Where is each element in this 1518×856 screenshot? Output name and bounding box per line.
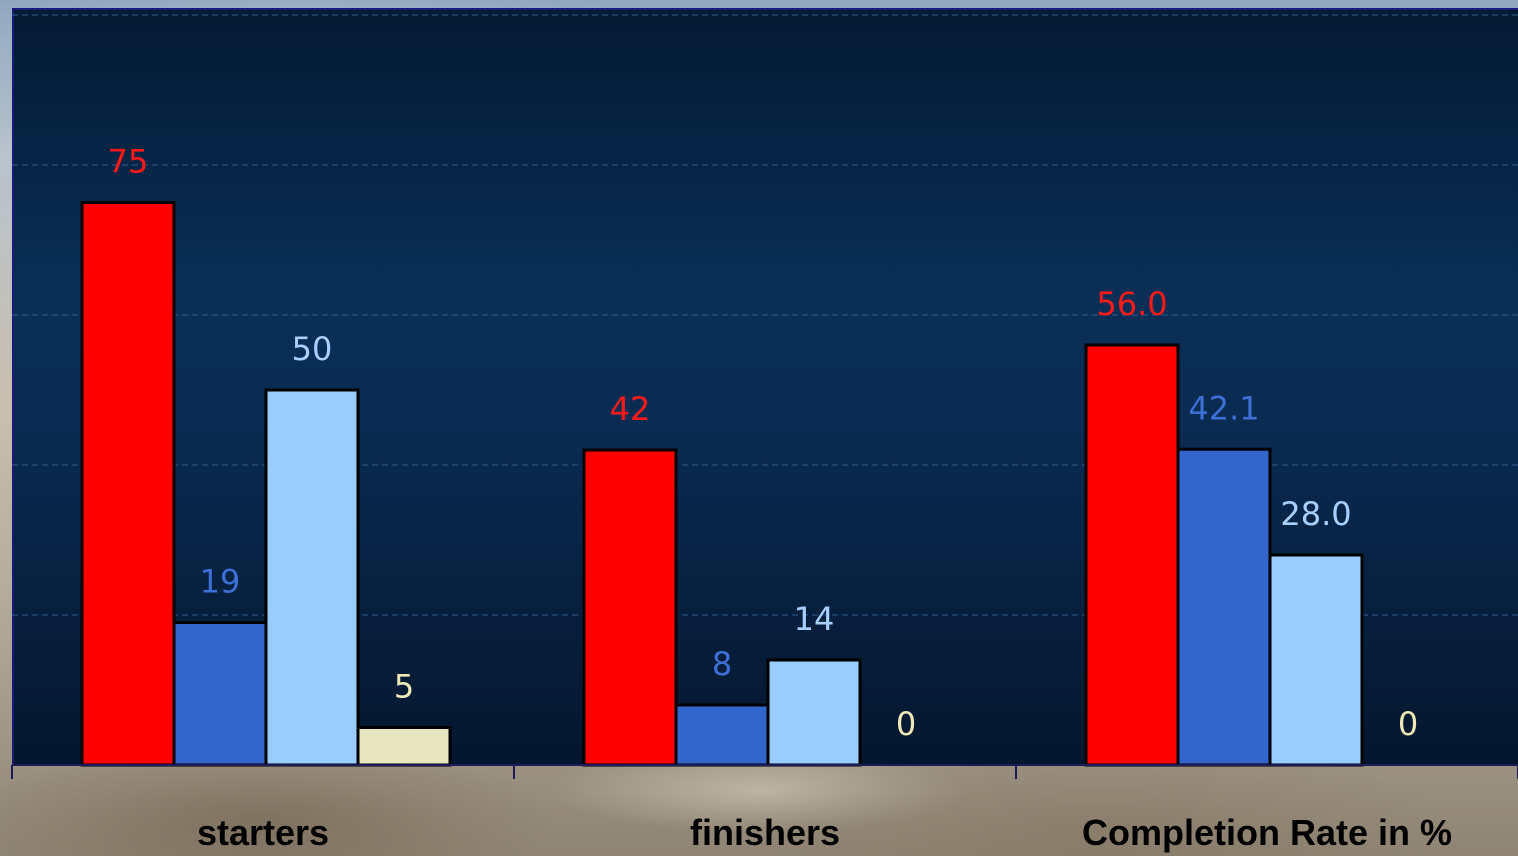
value-labels: 75 19 50 5 42 8 14 0 56.0 42.1 28.0 0	[108, 143, 1419, 744]
category-label: Completion Rate in %	[1082, 812, 1452, 853]
bar-completion-series-2	[1176, 447, 1272, 767]
bar-starters-series-3	[264, 388, 360, 767]
bar-completion-series-3	[1268, 553, 1364, 767]
data-label: 56.0	[1096, 285, 1167, 323]
data-label: 19	[200, 563, 241, 601]
data-label: 42	[610, 390, 651, 428]
bar-starters-series-2	[172, 621, 268, 767]
bar-finishers-series-2	[674, 703, 770, 767]
category-label: starters	[197, 812, 329, 853]
category-labels: starters finishers Completion Rate in %	[197, 812, 1452, 853]
data-label: 0	[1398, 705, 1418, 743]
data-label: 0	[896, 705, 916, 743]
data-label: 50	[292, 330, 333, 368]
data-label: 8	[712, 645, 732, 683]
bar-finishers-series-1	[582, 448, 678, 767]
data-label: 5	[394, 668, 414, 706]
bar-completion-series-1	[1084, 343, 1180, 767]
data-label: 14	[794, 600, 835, 638]
bar-starters-series-4	[356, 726, 452, 767]
bars	[80, 201, 1364, 767]
data-label: 42.1	[1188, 389, 1259, 427]
category-label: finishers	[690, 812, 840, 853]
data-label: 28.0	[1280, 495, 1351, 533]
data-label: 75	[108, 143, 149, 181]
x-axis	[11, 764, 1518, 779]
bar-starters-series-1	[80, 201, 176, 767]
bar-finishers-series-3	[766, 658, 862, 767]
